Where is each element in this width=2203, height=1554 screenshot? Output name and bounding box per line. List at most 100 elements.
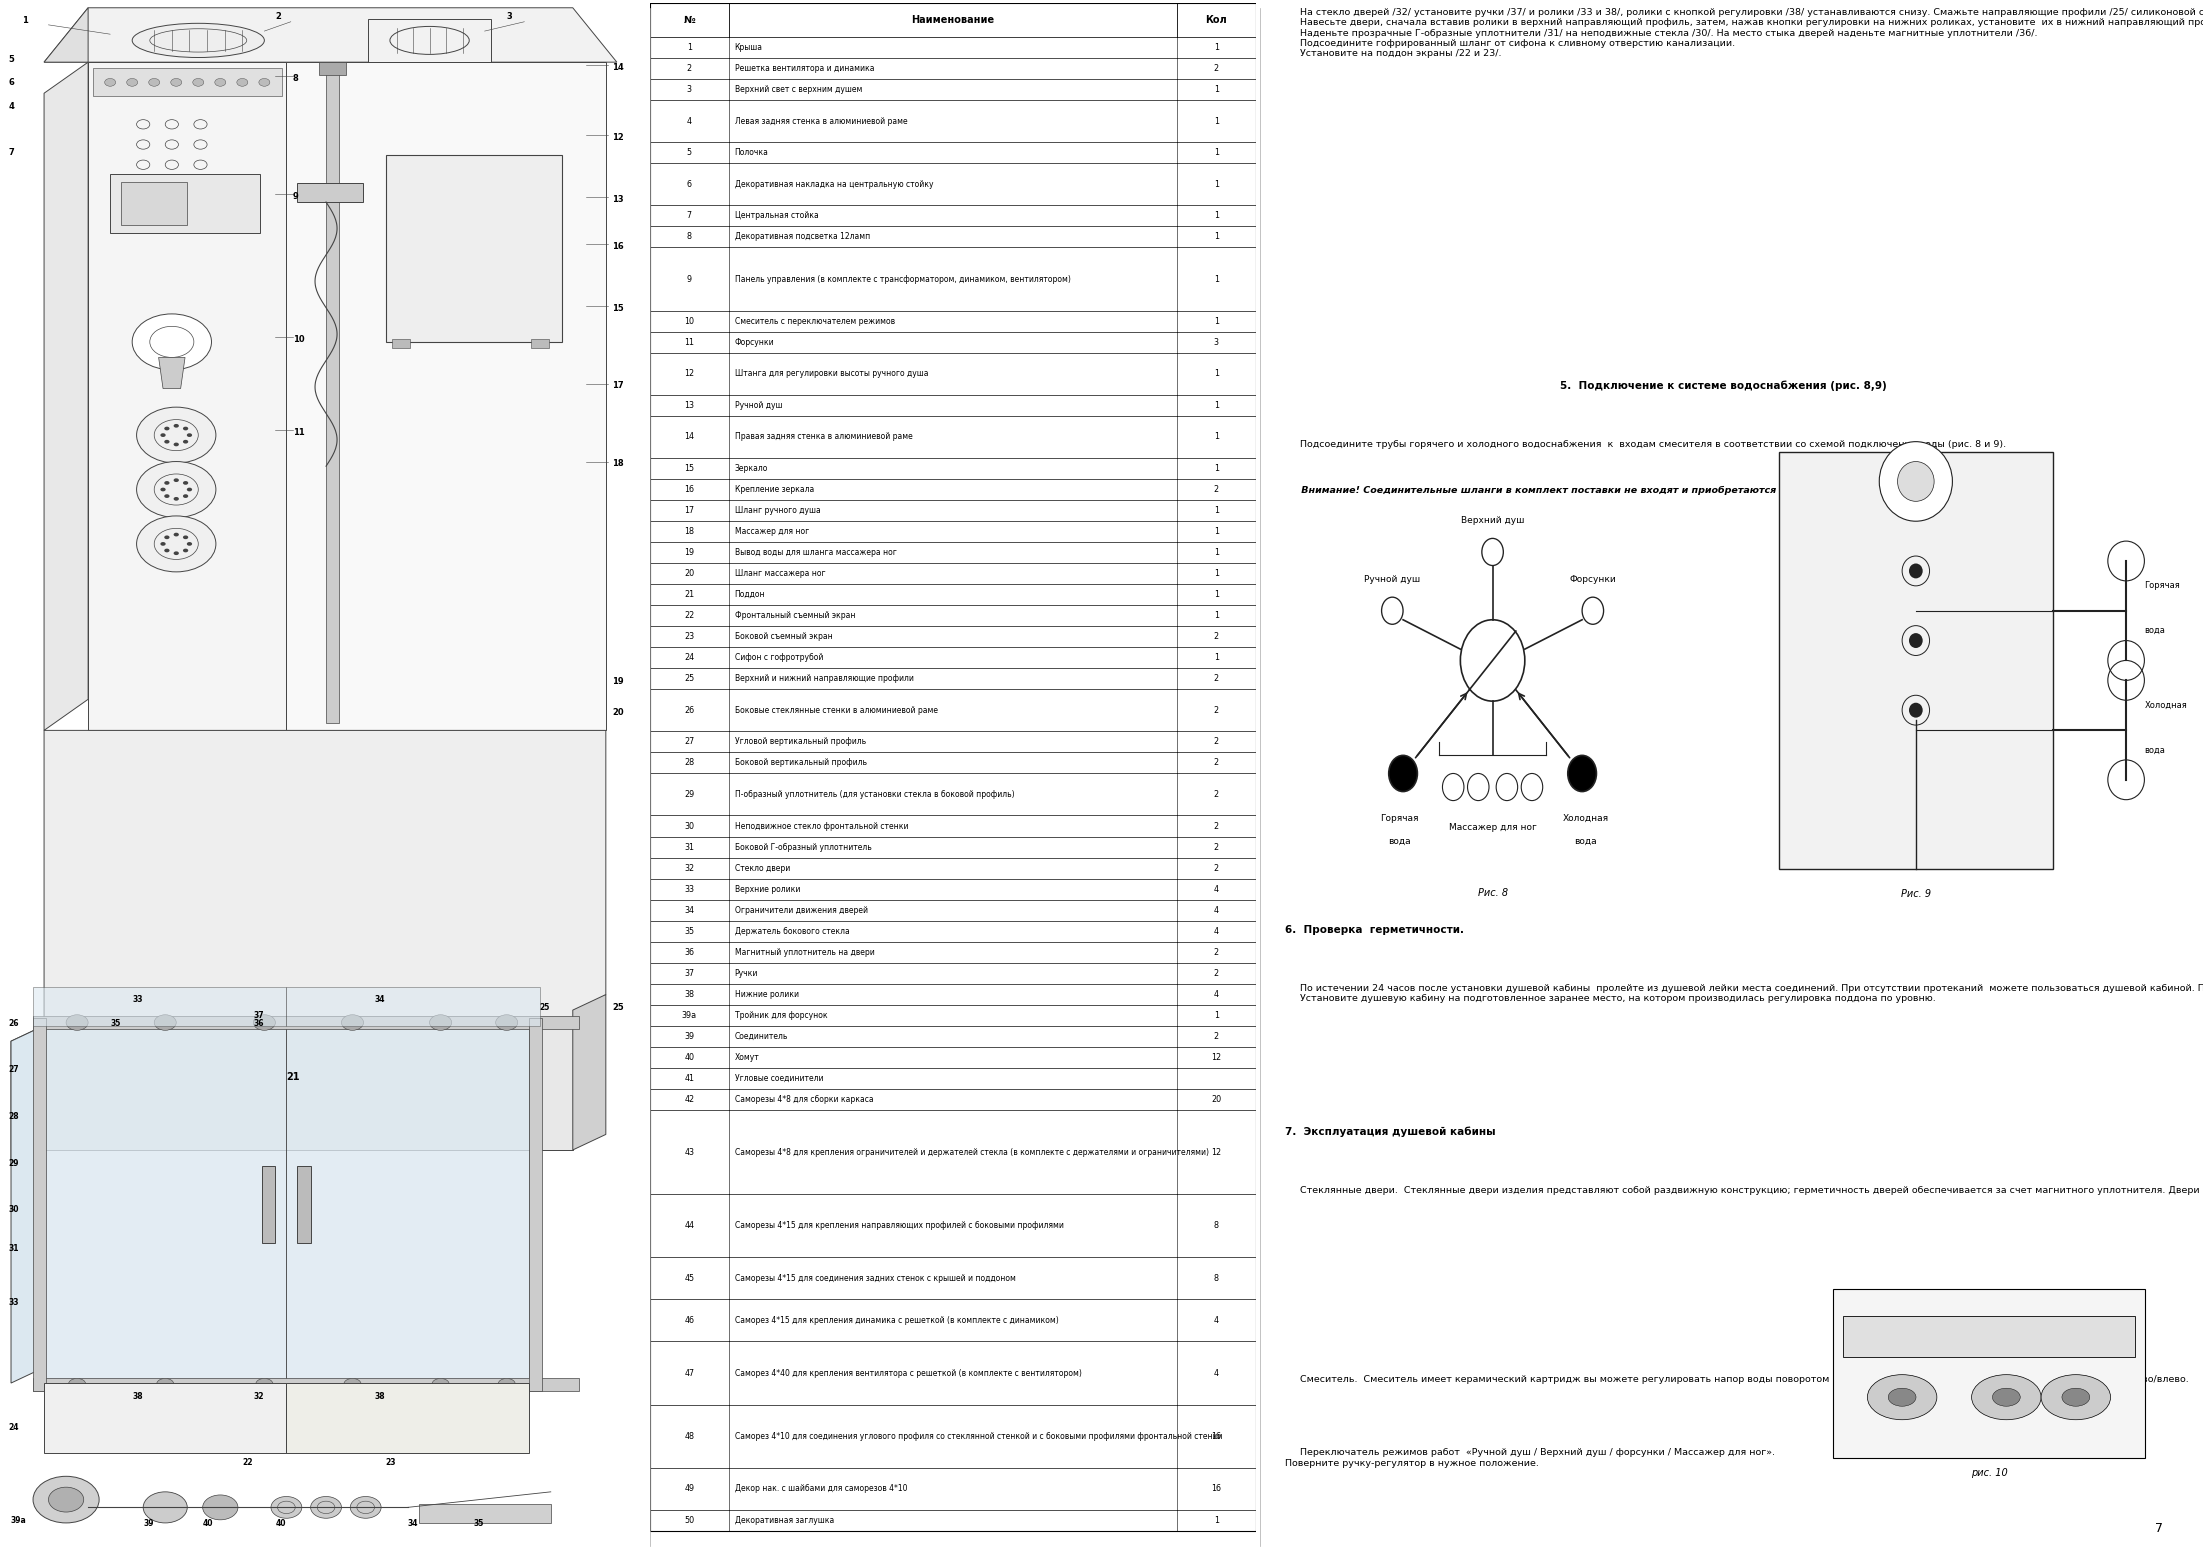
Text: вода: вода — [2144, 626, 2166, 636]
Text: 16: 16 — [1212, 1431, 1220, 1441]
Text: По истечении 24 часов после установки душевой кабины  пролейте из душевой лейки : По истечении 24 часов после установки ду… — [1284, 984, 2203, 1002]
Circle shape — [183, 549, 187, 552]
Circle shape — [2042, 1375, 2110, 1420]
Text: Горячая: Горячая — [2144, 581, 2181, 591]
Circle shape — [66, 1015, 88, 1030]
Text: 44: 44 — [685, 1221, 694, 1231]
Circle shape — [1868, 1375, 1936, 1420]
Circle shape — [256, 1378, 273, 1391]
Text: Смеситель.  Смеситель имеет керамический картридж вы можете регулировать напор в: Смеситель. Смеситель имеет керамический … — [1284, 1375, 2190, 1385]
Text: 2: 2 — [1214, 789, 1218, 799]
Text: 9: 9 — [687, 275, 692, 283]
Text: Боковые стеклянные стенки в алюминиевой раме: Боковые стеклянные стенки в алюминиевой … — [736, 706, 938, 715]
Text: 2: 2 — [1214, 1032, 1218, 1041]
Text: 1: 1 — [1214, 317, 1218, 326]
Text: Стекло двери: Стекло двери — [736, 864, 791, 873]
Circle shape — [216, 78, 225, 85]
Text: Левая задняя стенка в алюминиевой раме: Левая задняя стенка в алюминиевой раме — [736, 117, 908, 126]
Bar — [650, 942, 1256, 963]
Text: 1: 1 — [1214, 148, 1218, 157]
Text: 1: 1 — [1214, 370, 1218, 378]
Text: 24: 24 — [685, 653, 694, 662]
Text: 29: 29 — [685, 789, 694, 799]
Bar — [650, 521, 1256, 542]
Text: Холодная: Холодная — [2144, 701, 2188, 710]
Text: 35: 35 — [474, 1518, 485, 1528]
Text: 15: 15 — [612, 303, 623, 312]
Text: 27: 27 — [685, 737, 694, 746]
Text: рис. 10: рис. 10 — [1972, 1469, 2007, 1478]
Circle shape — [33, 1476, 99, 1523]
Circle shape — [1972, 1375, 2042, 1420]
Text: Форсунки: Форсунки — [736, 337, 773, 347]
Circle shape — [183, 536, 187, 539]
Text: Зеркало: Зеркало — [736, 463, 769, 472]
Text: 40: 40 — [203, 1518, 214, 1528]
Bar — [650, 143, 1256, 163]
Circle shape — [1388, 755, 1417, 791]
Text: 40: 40 — [685, 1054, 694, 1061]
Bar — [650, 500, 1256, 521]
Circle shape — [183, 440, 187, 443]
Bar — [33, 1378, 579, 1391]
Circle shape — [174, 497, 178, 500]
Polygon shape — [44, 8, 617, 62]
Text: Угловой вертикальный профиль: Угловой вертикальный профиль — [736, 737, 866, 746]
Text: Ручной душ: Ручной душ — [1364, 575, 1421, 584]
Circle shape — [271, 1497, 302, 1518]
Polygon shape — [44, 1026, 573, 1150]
Text: Сифон с гофротрубой: Сифон с гофротрубой — [736, 653, 824, 662]
Bar — [326, 70, 339, 723]
Text: 48: 48 — [685, 1431, 694, 1441]
Text: 18: 18 — [685, 527, 694, 536]
Text: Ограничители движения дверей: Ограничители движения дверей — [736, 906, 868, 915]
Text: 50: 50 — [685, 1515, 694, 1524]
Text: 2: 2 — [1214, 674, 1218, 684]
Polygon shape — [88, 62, 286, 730]
Text: 42: 42 — [685, 1096, 694, 1103]
Polygon shape — [286, 1383, 529, 1453]
Text: 25: 25 — [540, 1002, 551, 1012]
Bar — [650, 1341, 1256, 1405]
Circle shape — [154, 1015, 176, 1030]
Text: 2: 2 — [1214, 948, 1218, 957]
Text: 1: 1 — [1214, 180, 1218, 190]
Circle shape — [174, 424, 178, 427]
Text: 2: 2 — [687, 64, 692, 73]
Circle shape — [137, 516, 216, 572]
Text: 20: 20 — [1212, 1096, 1220, 1103]
Text: 2: 2 — [1214, 864, 1218, 873]
Circle shape — [187, 488, 192, 491]
Bar — [650, 1110, 1256, 1193]
Bar — [650, 1299, 1256, 1341]
Bar — [297, 183, 363, 202]
Text: 4: 4 — [1214, 990, 1218, 999]
Bar — [33, 1018, 46, 1391]
Text: Правая задняя стенка в алюминиевой раме: Правая задняя стенка в алюминиевой раме — [736, 432, 912, 441]
Text: 43: 43 — [685, 1147, 694, 1156]
Text: Крыша: Крыша — [736, 44, 762, 53]
Text: 1: 1 — [1214, 527, 1218, 536]
Text: 40: 40 — [275, 1518, 286, 1528]
Circle shape — [148, 78, 159, 85]
Text: 38: 38 — [375, 1391, 386, 1400]
Circle shape — [194, 78, 203, 85]
Circle shape — [68, 1378, 86, 1391]
Text: 8: 8 — [1214, 1221, 1218, 1231]
Text: Шланг массажера ног: Шланг массажера ног — [736, 569, 826, 578]
Text: 33: 33 — [132, 995, 143, 1004]
Circle shape — [104, 78, 115, 85]
Text: Ручной душ: Ручной душ — [736, 401, 782, 410]
Bar — [650, 416, 1256, 458]
Text: 39a: 39a — [681, 1010, 696, 1019]
Text: Форсунки: Форсунки — [1569, 575, 1617, 584]
Text: 45: 45 — [685, 1274, 694, 1284]
Text: 38: 38 — [685, 990, 694, 999]
Bar — [650, 858, 1256, 878]
Text: 16: 16 — [612, 241, 623, 250]
Text: 4: 4 — [1214, 1316, 1218, 1326]
Text: 2: 2 — [1214, 842, 1218, 852]
Text: 1: 1 — [1214, 653, 1218, 662]
Circle shape — [183, 482, 187, 485]
Text: Крепление зеркала: Крепление зеркала — [736, 485, 813, 494]
